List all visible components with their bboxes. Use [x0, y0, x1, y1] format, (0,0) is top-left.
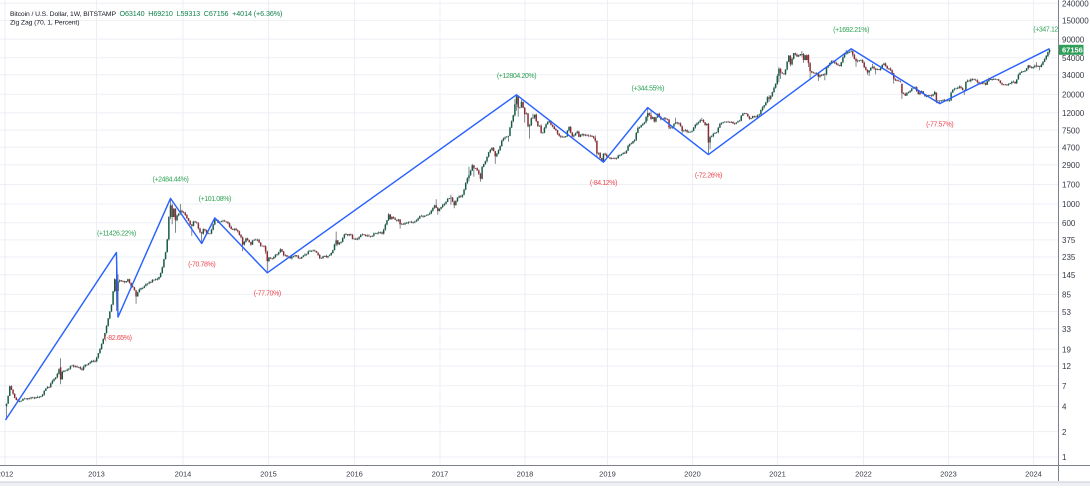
- svg-text:12000: 12000: [1062, 109, 1085, 118]
- svg-text:7: 7: [1062, 382, 1067, 391]
- svg-text:(-77.57%): (-77.57%): [926, 121, 953, 128]
- svg-text:2: 2: [1062, 428, 1067, 437]
- svg-text:(-82.65%): (-82.65%): [104, 335, 131, 342]
- svg-text:(+347.12%): (+347.12%): [1033, 27, 1065, 34]
- svg-text:Zig Zag (70, 1, Percent): Zig Zag (70, 1, Percent): [10, 20, 79, 27]
- svg-text:1: 1: [1062, 453, 1067, 462]
- svg-text:2024: 2024: [1025, 470, 1042, 479]
- svg-text:375: 375: [1062, 236, 1076, 245]
- svg-text:53: 53: [1062, 308, 1071, 317]
- svg-text:2017: 2017: [432, 470, 449, 479]
- svg-text:33: 33: [1062, 325, 1071, 334]
- svg-text:2018: 2018: [517, 470, 534, 479]
- svg-text:67156: 67156: [1062, 46, 1083, 55]
- svg-text:240000: 240000: [1062, 0, 1089, 8]
- svg-text:90000: 90000: [1062, 35, 1085, 44]
- svg-text:(+101.08%): (+101.08%): [199, 196, 231, 203]
- svg-text:(+11426.22%): (+11426.22%): [97, 231, 136, 238]
- svg-text:2019: 2019: [599, 470, 616, 479]
- svg-text:2015: 2015: [260, 470, 277, 479]
- svg-text:54000: 54000: [1062, 54, 1085, 63]
- svg-text:19: 19: [1062, 345, 1071, 354]
- svg-text:1700: 1700: [1062, 181, 1080, 190]
- svg-text:(+344.55%): (+344.55%): [632, 86, 664, 93]
- svg-text:235: 235: [1062, 253, 1076, 262]
- svg-text:2012: 2012: [0, 470, 13, 479]
- svg-text:600: 600: [1062, 219, 1076, 228]
- svg-text:2014: 2014: [175, 470, 192, 479]
- svg-text:34000: 34000: [1062, 71, 1085, 80]
- svg-text:Bitcoin / U.S. Dollar, 1W, BIT: Bitcoin / U.S. Dollar, 1W, BITSTAMP O631…: [10, 9, 282, 18]
- svg-text:85: 85: [1062, 291, 1071, 300]
- svg-text:150000: 150000: [1062, 17, 1089, 26]
- svg-text:(+1692.21%): (+1692.21%): [833, 27, 869, 34]
- svg-text:(-84.12%): (-84.12%): [590, 180, 617, 187]
- svg-text:(-70.78%): (-70.78%): [188, 261, 215, 268]
- svg-text:4: 4: [1062, 402, 1067, 411]
- svg-text:1000: 1000: [1062, 200, 1080, 209]
- svg-text:(-77.70%): (-77.70%): [254, 291, 281, 298]
- svg-text:2020: 2020: [684, 470, 701, 479]
- svg-text:(-72.26%): (-72.26%): [695, 172, 722, 179]
- svg-text:12: 12: [1062, 362, 1071, 371]
- svg-text:(+12804.20%): (+12804.20%): [497, 73, 536, 80]
- svg-text:4700: 4700: [1062, 144, 1080, 153]
- svg-text:2023: 2023: [940, 470, 957, 479]
- svg-text:2900: 2900: [1062, 161, 1080, 170]
- svg-text:2016: 2016: [346, 470, 363, 479]
- svg-text:2013: 2013: [88, 470, 105, 479]
- svg-text:2022: 2022: [855, 470, 872, 479]
- svg-text:2021: 2021: [769, 470, 786, 479]
- svg-text:7500: 7500: [1062, 126, 1080, 135]
- svg-text:(+2484.44%): (+2484.44%): [153, 176, 189, 183]
- svg-text:145: 145: [1062, 271, 1076, 280]
- svg-text:20000: 20000: [1062, 90, 1085, 99]
